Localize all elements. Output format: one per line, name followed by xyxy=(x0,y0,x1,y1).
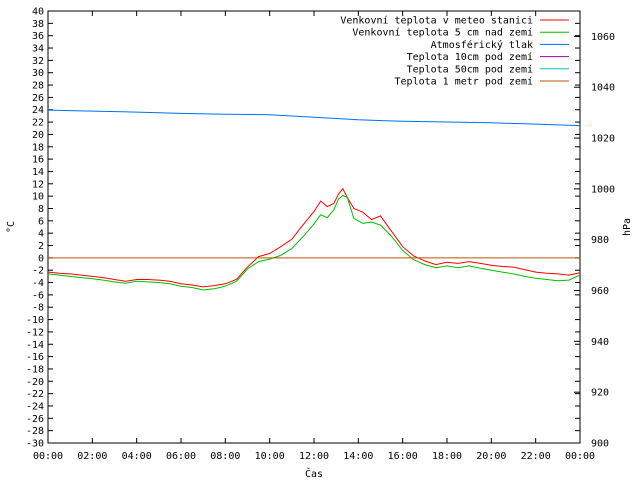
legend-label-5: Teplota 1 metr pod zemí xyxy=(395,76,533,88)
y-left-tick-label: -2 xyxy=(32,266,44,277)
y-left-tick-label: -12 xyxy=(26,327,44,338)
y-left-tick-label: -14 xyxy=(26,340,44,351)
x-tick-label: 00:00 xyxy=(33,451,63,462)
legend-label-4: Teplota 50cm pod zemí xyxy=(407,63,533,75)
x-axis: 00:00 02:00 04:00 06:00 08:00 10:00 12:00 14:00… xyxy=(33,11,595,462)
legend-label-2: Atmosférický tlak xyxy=(431,39,533,51)
y-left-tick-label: 2 xyxy=(38,241,44,252)
series-line-2 xyxy=(47,109,581,127)
y-left-tick-label: 10 xyxy=(32,192,44,203)
y-right-tick-label: 960 xyxy=(591,286,609,297)
y-left-tick-label: -18 xyxy=(26,364,44,375)
y-axis-right-label: hPa xyxy=(622,218,633,236)
x-tick-label: 04:00 xyxy=(122,451,152,462)
y-left-tick-label: -4 xyxy=(32,278,44,289)
y-left-tick-label: 12 xyxy=(32,179,44,190)
y-left-tick-label: 40 xyxy=(32,7,44,18)
y-right-tick-label: 1060 xyxy=(591,32,615,43)
y-right-tick-label: 900 xyxy=(591,439,609,450)
y-left-tick-label: -30 xyxy=(26,439,44,450)
x-tick-label: 10:00 xyxy=(255,451,285,462)
y-left-tick-label: 38 xyxy=(32,19,44,30)
y-left-tick-label: 32 xyxy=(32,56,44,67)
y-left-tick-label: -24 xyxy=(26,401,44,412)
legend-label-1: Venkovní teplota 5 cm nad zemí xyxy=(352,27,533,39)
y-left-tick-label: 34 xyxy=(32,44,44,55)
series-line-0 xyxy=(47,187,581,288)
y-right-tick-label: 940 xyxy=(591,337,609,348)
y-left-tick-label: -6 xyxy=(32,290,44,301)
y-left-tick-label: 22 xyxy=(32,118,44,129)
x-axis-label: Čas xyxy=(305,467,323,480)
y-left-tick-label: 26 xyxy=(32,93,44,104)
y-left-tick-label: 8 xyxy=(38,204,44,215)
y-left-tick-label: 30 xyxy=(32,68,44,79)
y-right-tick-label: 1040 xyxy=(591,83,615,94)
y-right-tick-label: 980 xyxy=(591,235,609,246)
y-left-tick-label: 4 xyxy=(38,229,44,240)
y-left-tick-label: -16 xyxy=(26,352,44,363)
y-left-tick-label: 28 xyxy=(32,81,44,92)
legend: Venkovní teplota v meteo staniciVenkovní… xyxy=(340,15,569,88)
x-tick-label: 08:00 xyxy=(210,451,240,462)
y-left-tick-label: -8 xyxy=(32,303,44,314)
y-axis-right: 1060 1040 1020 1000 980 960 940 920 900 xyxy=(574,32,615,450)
legend-label-0: Venkovní teplota v meteo stanici xyxy=(340,15,533,27)
x-tick-label: 20:00 xyxy=(476,451,506,462)
y-left-tick-label: -20 xyxy=(26,377,44,388)
y-right-tick-label: 1000 xyxy=(591,184,615,195)
x-tick-label: 00:00 xyxy=(565,451,595,462)
x-tick-label: 22:00 xyxy=(521,451,551,462)
y-left-tick-label: 6 xyxy=(38,216,44,227)
y-left-tick-label: -10 xyxy=(26,315,44,326)
y-left-tick-label: 20 xyxy=(32,130,44,141)
y-left-tick-label: -22 xyxy=(26,389,44,400)
y-right-tick-label: 920 xyxy=(591,388,609,399)
x-tick-label: 16:00 xyxy=(388,451,418,462)
legend-label-3: Teplota 10cm pod zemí xyxy=(407,51,533,63)
y-axis-left: 4038363432302826242220181614121086420-2-… xyxy=(26,7,580,450)
x-tick-label: 14:00 xyxy=(343,451,373,462)
x-tick-label: 18:00 xyxy=(432,451,462,462)
x-tick-label: 12:00 xyxy=(299,451,329,462)
y-left-tick-label: 18 xyxy=(32,142,44,153)
y-axis-left-label: °C xyxy=(6,221,17,233)
series-line-1 xyxy=(47,194,581,291)
x-tick-label: 02:00 xyxy=(77,451,107,462)
y-right-tick-label: 1020 xyxy=(591,134,615,145)
y-left-tick-label: 24 xyxy=(32,105,44,116)
y-left-tick-label: 0 xyxy=(38,253,44,264)
series-layer xyxy=(47,109,581,291)
y-left-tick-label: 36 xyxy=(32,31,44,42)
y-left-tick-label: -28 xyxy=(26,426,44,437)
x-tick-label: 06:00 xyxy=(166,451,196,462)
y-left-tick-label: 14 xyxy=(32,167,44,178)
y-left-tick-label: -26 xyxy=(26,414,44,425)
y-left-tick-label: 16 xyxy=(32,155,44,166)
